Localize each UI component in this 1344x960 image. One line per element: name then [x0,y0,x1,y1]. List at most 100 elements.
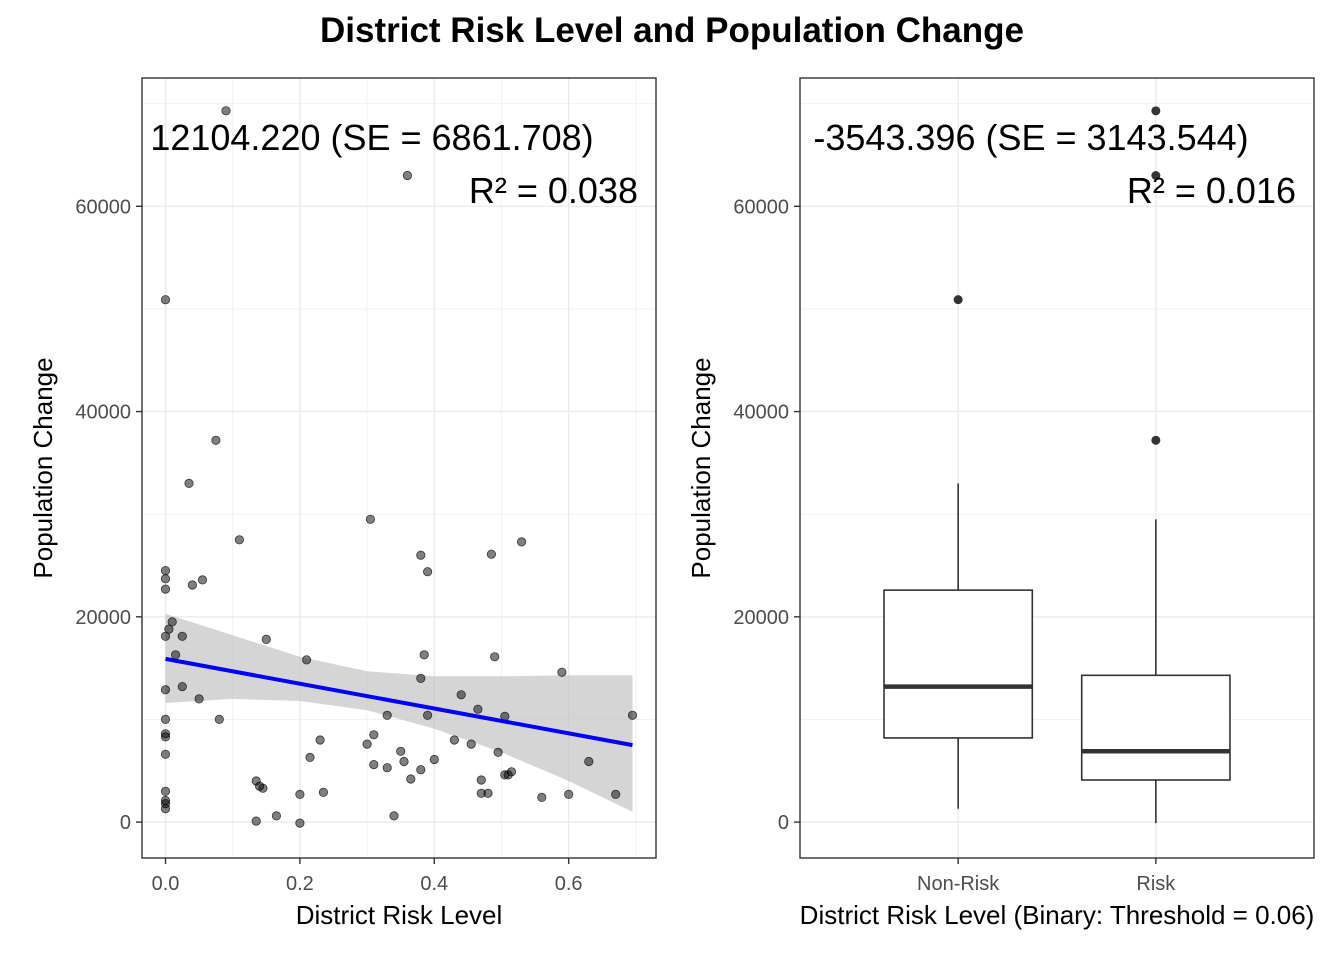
data-point [171,650,181,660]
data-point [301,655,312,665]
data-point [486,549,496,559]
y-tick-label: 20000 [75,607,131,629]
data-point [389,811,399,821]
y-tick-label: 60000 [75,196,131,218]
y-tick-label: 20000 [733,607,789,629]
data-point [160,804,171,814]
boxplot-y-axis: 0 20000 40000 60000 [733,196,800,834]
data-point [177,681,187,692]
x-tick-label: Risk [1136,873,1176,895]
box-non-risk [883,295,1034,809]
data-point [160,786,171,796]
data-point [419,650,429,660]
data-point [449,735,459,745]
data-point [456,690,466,700]
data-point [557,667,567,677]
y-tick-label: 0 [778,812,789,834]
data-point [406,774,416,784]
x-tick-label: Non-Risk [917,873,1000,895]
data-point [399,756,409,767]
data-point [611,789,621,800]
data-point [295,818,305,828]
data-points-layer [160,106,638,828]
boxplot-coefficient-text: -3543.396 (SE = 3143.544) [813,117,1248,158]
data-point [160,584,171,594]
data-point [476,775,486,785]
confidence-band [165,613,633,812]
data-point [318,787,328,797]
boxplot-x-axis-label: District Risk Level (Binary: Threshold =… [800,900,1315,930]
scatter-y-axis-label: Population Change [28,357,58,578]
data-point [362,739,372,749]
data-point [365,514,375,524]
data-point [261,634,271,645]
data-point [160,295,171,305]
data-point [369,730,379,740]
outlier-point [1151,106,1161,116]
data-point [564,789,574,800]
confidence-band-layer [165,613,633,812]
data-point [251,816,261,826]
data-point [537,792,547,803]
data-point [184,478,194,488]
data-point [258,783,268,793]
box-iqr [1080,674,1231,781]
y-tick-label: 60000 [733,196,789,218]
outlier-point [1151,435,1161,445]
data-point [483,788,493,798]
y-tick-label: 40000 [733,402,789,424]
data-point [382,763,392,773]
boxplot-panel-border [799,77,1315,859]
boxplot-y-axis-label: Population Change [686,357,716,578]
outlier-point [1151,171,1161,180]
data-point [466,739,476,749]
data-point [177,631,187,641]
data-point [160,732,171,742]
data-point [187,580,197,590]
data-point [160,749,171,759]
data-point [396,746,406,756]
data-point [473,704,483,714]
scatter-panel: 12104.220 (SE = 6861.708) R² = 0.038 0 20… [28,77,657,930]
scatter-x-axis: 0.0 0.2 0.4 0.6 [152,858,583,895]
data-point [416,673,426,684]
data-point [422,710,433,720]
box-iqr [883,589,1034,739]
data-point [305,752,315,763]
x-tick-label: 0.2 [286,873,314,895]
data-point [402,170,412,181]
boxplot-x-axis: Non-Risk Risk [917,858,1176,895]
data-point [295,789,305,800]
data-point [627,710,638,720]
boxplot-r2-text: R² = 0.016 [1127,170,1296,211]
y-tick-label: 0 [120,812,131,834]
data-point [416,550,426,560]
data-point [160,565,171,576]
data-point [516,537,527,547]
data-point [584,756,594,767]
fit-line [165,656,633,748]
scatter-gridlines [142,78,656,858]
scatter-r2-text: R² = 0.038 [469,170,638,211]
data-point [167,617,177,627]
x-tick-label: 0.0 [152,873,180,895]
scatter-coefficient-text: 12104.220 (SE = 6861.708) [150,117,593,158]
data-point [197,575,208,585]
box-risk [1080,106,1231,824]
scatter-annotation: 12104.220 (SE = 6861.708) R² = 0.038 [150,117,638,211]
boxplot-panel: -3543.396 (SE = 3143.544) R² = 0.016 0 20… [686,77,1315,930]
data-point [211,435,221,445]
scatter-x-axis-label: District Risk Level [296,900,503,930]
scatter-y-axis: 0 20000 40000 60000 [75,196,142,834]
data-point [271,811,281,821]
x-tick-label: 0.4 [420,873,448,895]
y-tick-label: 40000 [75,402,131,424]
data-point [234,535,244,545]
data-point [369,759,379,770]
data-point [221,106,231,116]
boxes-layer [883,106,1231,824]
data-point [194,694,204,704]
data-point [160,714,171,725]
x-tick-label: 0.6 [555,873,583,895]
